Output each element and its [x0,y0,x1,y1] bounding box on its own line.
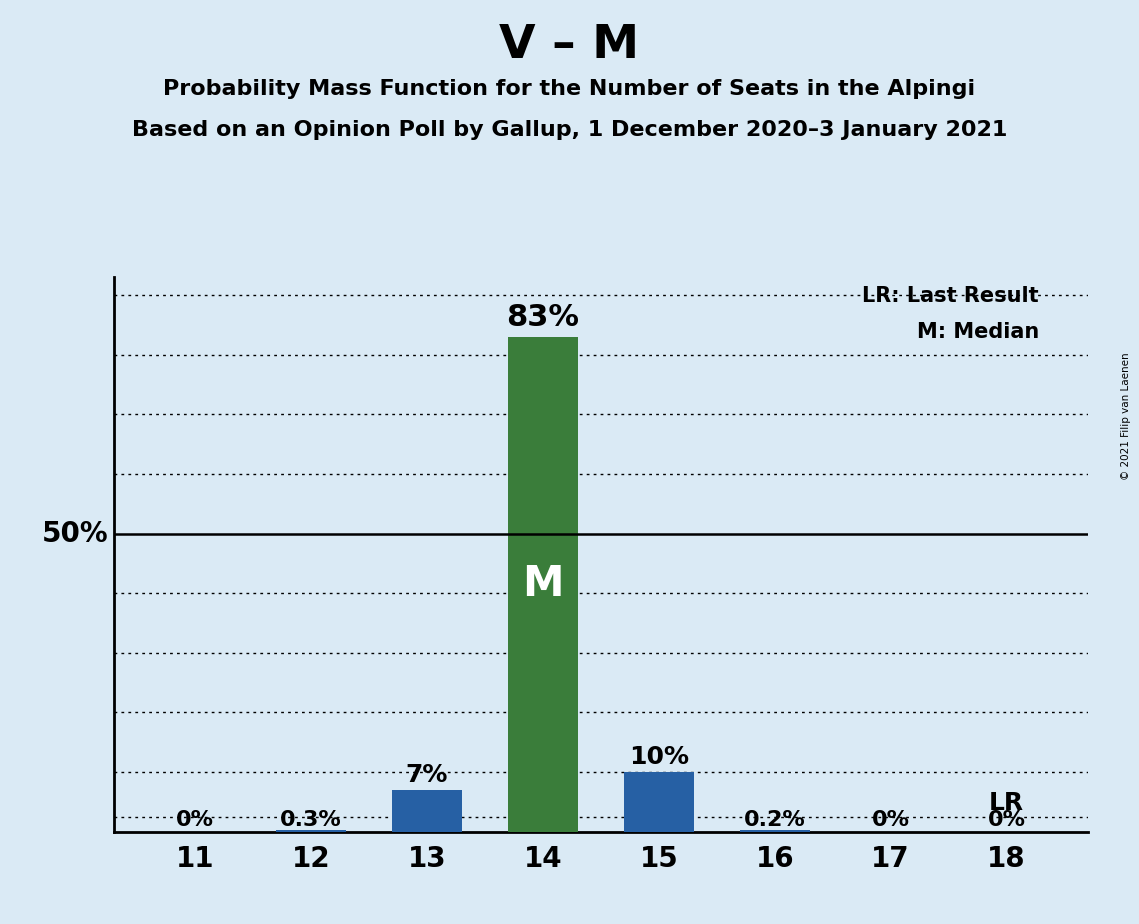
Text: M: Median: M: Median [917,322,1039,342]
Text: 10%: 10% [629,745,689,769]
Text: 0%: 0% [177,809,214,830]
Text: 0.2%: 0.2% [744,809,805,830]
Text: 0%: 0% [871,809,910,830]
Text: 7%: 7% [405,763,448,787]
Text: M: M [522,564,564,605]
Text: 0.3%: 0.3% [280,809,342,830]
Bar [392,790,461,832]
Bar [740,831,810,832]
Text: LR: Last Result: LR: Last Result [862,286,1039,306]
Text: 83%: 83% [507,303,580,332]
Text: Probability Mass Function for the Number of Seats in the Alpingi: Probability Mass Function for the Number… [163,79,976,99]
Bar [276,830,346,832]
Bar [508,337,577,832]
Text: 0%: 0% [988,809,1025,830]
Text: 50%: 50% [41,519,108,548]
Text: V – M: V – M [499,23,640,68]
Text: LR: LR [989,791,1024,815]
Text: Based on an Opinion Poll by Gallup, 1 December 2020–3 January 2021: Based on an Opinion Poll by Gallup, 1 De… [132,120,1007,140]
Text: © 2021 Filip van Laenen: © 2021 Filip van Laenen [1121,352,1131,480]
Bar [624,772,694,832]
